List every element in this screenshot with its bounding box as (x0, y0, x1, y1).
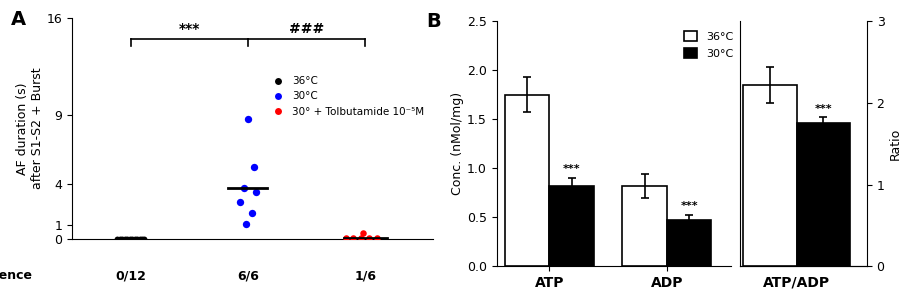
Text: Incidence: Incidence (0, 269, 33, 282)
Point (127, 236, 142, 241)
Text: 6/6: 6/6 (236, 269, 259, 282)
Legend: 36°C, 30°C, 30° + Tolbutamide 10⁻⁵M: 36°C, 30°C, 30° + Tolbutamide 10⁻⁵M (263, 72, 428, 121)
Bar (796, 123, 849, 266)
Point (134, 236, 149, 241)
Y-axis label: Conc. (nMol/mg): Conc. (nMol/mg) (451, 92, 464, 196)
Point (369, 236, 383, 241)
Text: ###: ### (289, 22, 324, 36)
Text: 0/12: 0/12 (115, 269, 146, 282)
Y-axis label: Ratio: Ratio (888, 128, 901, 160)
Text: ***: *** (679, 201, 697, 211)
Point (137, 236, 152, 241)
Bar (667, 220, 711, 266)
Point (130, 236, 144, 241)
Bar (549, 186, 594, 266)
Point (124, 236, 139, 241)
Point (117, 236, 132, 241)
Bar (742, 85, 796, 266)
Point (112, 236, 126, 241)
Text: 1/6: 1/6 (354, 269, 376, 282)
Point (120, 236, 134, 241)
Point (246, 165, 261, 170)
Point (233, 199, 247, 204)
Point (354, 236, 368, 241)
Point (362, 236, 376, 241)
Point (110, 236, 124, 241)
Bar (621, 186, 667, 266)
Y-axis label: AF duration (s)
after S1-S2 + Burst: AF duration (s) after S1-S2 + Burst (16, 68, 44, 189)
Point (122, 236, 136, 241)
Point (115, 236, 129, 241)
Point (241, 116, 255, 121)
Point (238, 221, 253, 226)
Point (338, 236, 353, 241)
Point (248, 189, 262, 194)
Text: ***: *** (179, 22, 200, 36)
Point (236, 185, 251, 190)
Point (244, 210, 259, 215)
Legend: 36°C, 30°C: 36°C, 30°C (678, 27, 737, 63)
Point (345, 236, 360, 241)
Text: B: B (426, 12, 440, 31)
Bar (504, 95, 549, 266)
Text: A: A (11, 9, 26, 28)
Point (355, 231, 370, 236)
Point (132, 236, 146, 241)
Text: ***: *** (562, 164, 580, 174)
Text: ***: *** (814, 104, 832, 114)
